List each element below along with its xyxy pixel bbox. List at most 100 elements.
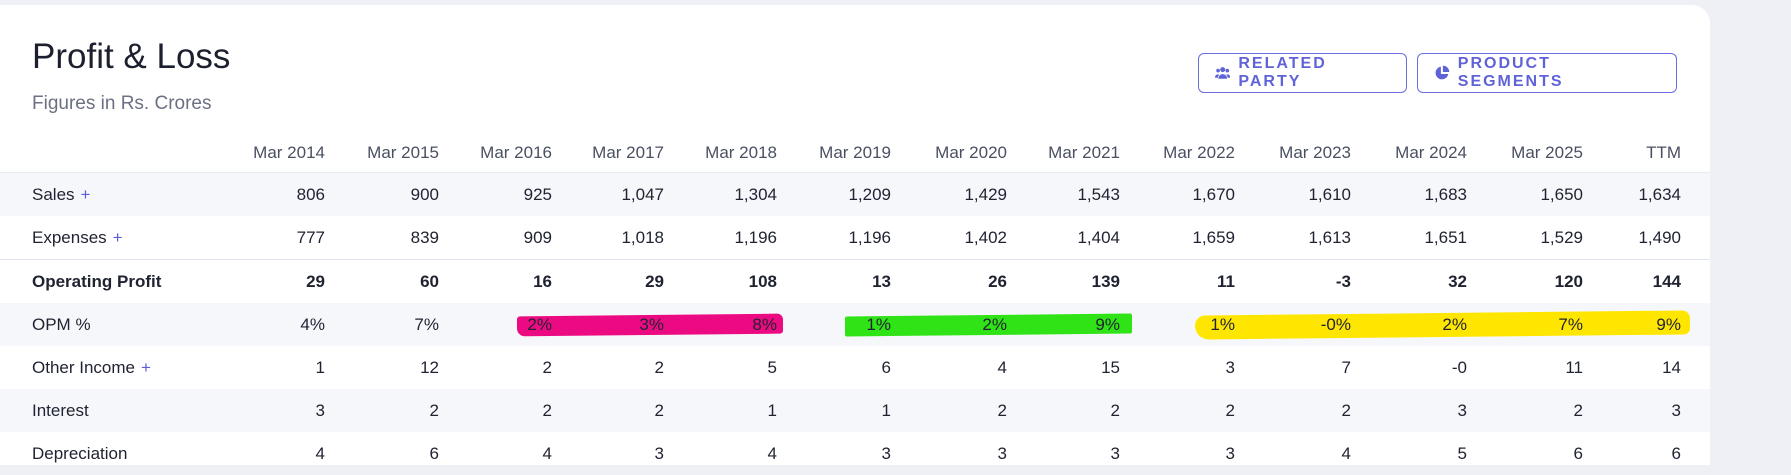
table-cell: 4 <box>315 443 325 463</box>
table-cell: -0 <box>1451 357 1467 377</box>
column-header: Mar 2016 <box>480 142 552 162</box>
related-party-button[interactable]: RELATED PARTY <box>1198 53 1407 93</box>
table-cell: 2% <box>1442 314 1467 334</box>
table-row-interest: Interest 3 2 2 2 1 1 2 2 2 2 3 2 3 <box>0 389 1710 432</box>
pie-chart-icon <box>1435 65 1450 80</box>
table-cell: 1,196 <box>734 227 777 247</box>
table-cell: 1,650 <box>1540 184 1583 204</box>
table-cell: 1,610 <box>1308 184 1351 204</box>
expand-plus-button[interactable]: + <box>112 227 123 247</box>
column-header: Mar 2022 <box>1163 142 1235 162</box>
table-cell: 4 <box>767 443 777 463</box>
table-cell: 3 <box>997 443 1007 463</box>
page-title: Profit & Loss <box>32 37 231 76</box>
expand-plus-button[interactable]: + <box>141 357 151 377</box>
table-cell: 32 <box>1448 271 1467 291</box>
table-cell: 3 <box>1110 443 1120 463</box>
table-cell: 3 <box>1457 400 1467 420</box>
table-cell: 806 <box>296 184 325 204</box>
table-cell: 1,304 <box>734 184 777 204</box>
table-cell: 9% <box>1095 314 1120 334</box>
table-cell: 3 <box>881 443 891 463</box>
table-cell: 1,651 <box>1424 227 1467 247</box>
table-cell: 4 <box>542 443 552 463</box>
row-label: Sales + <box>32 173 90 216</box>
table-cell: 1,402 <box>964 227 1007 247</box>
table-cell: 4 <box>1341 443 1351 463</box>
table-cell: 6 <box>1671 443 1681 463</box>
table-cell: -3 <box>1335 271 1351 291</box>
column-header: Mar 2025 <box>1511 142 1583 162</box>
table-cell: 13 <box>872 271 891 291</box>
table-cell: 2% <box>527 314 552 334</box>
table-cell: 1,543 <box>1077 184 1120 204</box>
table-row-sales: Sales +806 900 925 1,047 1,304 1,209 1,429 1,543… <box>0 173 1710 216</box>
table-cell: 2 <box>1110 400 1120 420</box>
page-subtitle: Figures in Rs. Crores <box>32 93 212 114</box>
table-cell: 7 <box>1341 357 1351 377</box>
row-label: Operating Profit <box>32 260 161 303</box>
table-cell: 2 <box>429 400 439 420</box>
table-cell: 3 <box>1671 400 1681 420</box>
table-cell: 120 <box>1554 271 1583 291</box>
table-cell: 12 <box>420 357 439 377</box>
table-cell: 2 <box>1341 400 1351 420</box>
column-header: Mar 2017 <box>592 142 664 162</box>
pl-table: Mar 2014 Mar 2015 Mar 2016 Mar 2017 Mar 2018… <box>0 133 1710 475</box>
column-header: Mar 2021 <box>1048 142 1120 162</box>
table-cell: 4% <box>300 314 325 334</box>
row-label-text: Other Income <box>32 357 135 377</box>
column-header: Mar 2018 <box>705 142 777 162</box>
product-segments-button[interactable]: PRODUCT SEGMENTS <box>1417 53 1677 93</box>
table-cell: 60 <box>420 271 439 291</box>
table-header-row: Mar 2014 Mar 2015 Mar 2016 Mar 2017 Mar 2018… <box>0 133 1710 173</box>
table-cell: 2 <box>654 400 664 420</box>
row-label-text: OPM % <box>32 314 91 334</box>
table-cell: 139 <box>1091 271 1120 291</box>
table-cell: 925 <box>523 184 552 204</box>
table-cell: 9% <box>1656 314 1681 334</box>
table-cell: 2 <box>542 400 552 420</box>
table-cell: 7% <box>1558 314 1583 334</box>
row-label-text: Operating Profit <box>32 271 162 291</box>
table-cell: 2 <box>1573 400 1583 420</box>
row-label-text: Sales <box>32 184 75 204</box>
table-cell: 144 <box>1652 271 1681 291</box>
row-label: OPM % <box>32 303 91 346</box>
table-cell: 2% <box>982 314 1007 334</box>
table-cell: 3 <box>1225 357 1235 377</box>
column-header: Mar 2020 <box>935 142 1007 162</box>
product-segments-label: PRODUCT SEGMENTS <box>1457 55 1564 90</box>
table-row-other-income: Other Income +1 12 2 2 5 6 4 15 3 7 -0 11 14 <box>0 346 1710 389</box>
column-header: Mar 2023 <box>1279 142 1351 162</box>
table-cell: 6 <box>881 357 891 377</box>
table-row-expenses: Expenses +777 839 909 1,018 1,196 1,196 1,402 1,… <box>0 216 1710 259</box>
table-cell: 1,529 <box>1540 227 1583 247</box>
row-label-text: Interest <box>32 400 89 420</box>
table-cell: 7% <box>414 314 439 334</box>
table-cell: 1,670 <box>1192 184 1235 204</box>
table-cell: 909 <box>523 227 552 247</box>
table-cell: 2 <box>997 400 1007 420</box>
table-cell: 1,196 <box>848 227 891 247</box>
table-cell: 108 <box>748 271 777 291</box>
row-label: Other Income + <box>32 346 151 389</box>
table-cell: -0% <box>1320 314 1351 334</box>
table-cell: 5 <box>1457 443 1467 463</box>
expand-plus-button[interactable]: + <box>80 184 91 204</box>
table-cell: 11 <box>1565 357 1583 377</box>
table-cell: 6 <box>429 443 439 463</box>
table-row-operating-profit: Operating Profit 29 60 16 29 108 13 26 139 11 -3 32… <box>0 259 1710 303</box>
row-label: Expenses + <box>32 216 123 259</box>
table-cell: 3 <box>654 443 664 463</box>
table-cell: 1,429 <box>964 184 1007 204</box>
table-cell: 2 <box>542 357 552 377</box>
users-icon <box>1215 67 1231 79</box>
table-cell: 16 <box>533 271 552 291</box>
table-cell: 1,018 <box>621 227 664 247</box>
table-cell: 1,490 <box>1638 227 1681 247</box>
table-cell: 1,683 <box>1424 184 1467 204</box>
table-cell: 29 <box>306 271 325 291</box>
table-cell: 1 <box>881 400 891 420</box>
table-cell: 1 <box>767 400 777 420</box>
